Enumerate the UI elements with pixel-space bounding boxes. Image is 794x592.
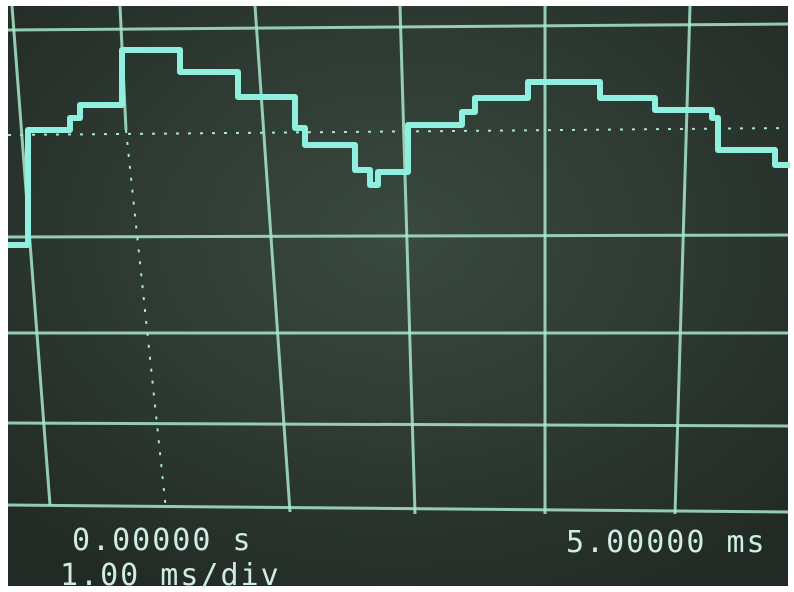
center-axes xyxy=(7,127,789,511)
grid-line xyxy=(253,5,292,513)
center-line xyxy=(7,127,789,136)
grid-line xyxy=(7,421,789,428)
waveform xyxy=(8,47,790,248)
grid-line xyxy=(398,5,417,515)
grid-line xyxy=(673,5,692,515)
grid-line xyxy=(7,22,789,32)
start-time: 0.00000 s xyxy=(72,523,253,558)
timebase: 1.00 ms/div xyxy=(60,558,281,592)
grid-line xyxy=(7,233,789,239)
grid-line xyxy=(10,5,52,506)
grid-line xyxy=(7,503,789,514)
end-time: 5.00000 ms xyxy=(566,525,767,560)
